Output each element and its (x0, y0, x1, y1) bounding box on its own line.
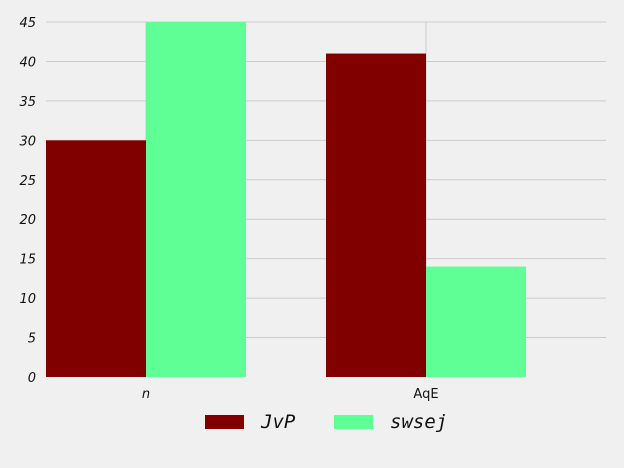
legend-label: JvP (260, 411, 296, 433)
legend-swatch (205, 415, 244, 429)
x-tick-label: n (142, 387, 150, 402)
legend-label: swsej (390, 411, 447, 433)
y-tick-label: 40 (19, 55, 36, 70)
y-tick-label: 25 (19, 174, 36, 189)
y-tick-label: 15 (19, 253, 36, 268)
bar-JvP-n (46, 140, 146, 377)
bar-swsej-AqE (426, 266, 526, 377)
y-tick-label: 0 (28, 371, 36, 386)
bar-swsej-n (146, 22, 246, 377)
y-tick-label: 45 (19, 16, 36, 31)
y-tick-label: 20 (19, 213, 36, 228)
bar-JvP-AqE (326, 53, 426, 378)
y-axis-ticks: 0 5 10 15 20 25 30 35 40 45 (19, 16, 36, 386)
legend: JvP swsej (205, 411, 447, 433)
y-tick-label: 30 (19, 134, 36, 149)
bars (46, 22, 526, 378)
x-axis-ticks: n AqE (142, 387, 439, 402)
legend-swatch (334, 415, 373, 429)
y-tick-label: 10 (19, 292, 36, 307)
y-tick-label: 35 (19, 95, 36, 110)
x-tick-label: AqE (413, 387, 438, 402)
y-tick-label: 5 (28, 332, 36, 347)
